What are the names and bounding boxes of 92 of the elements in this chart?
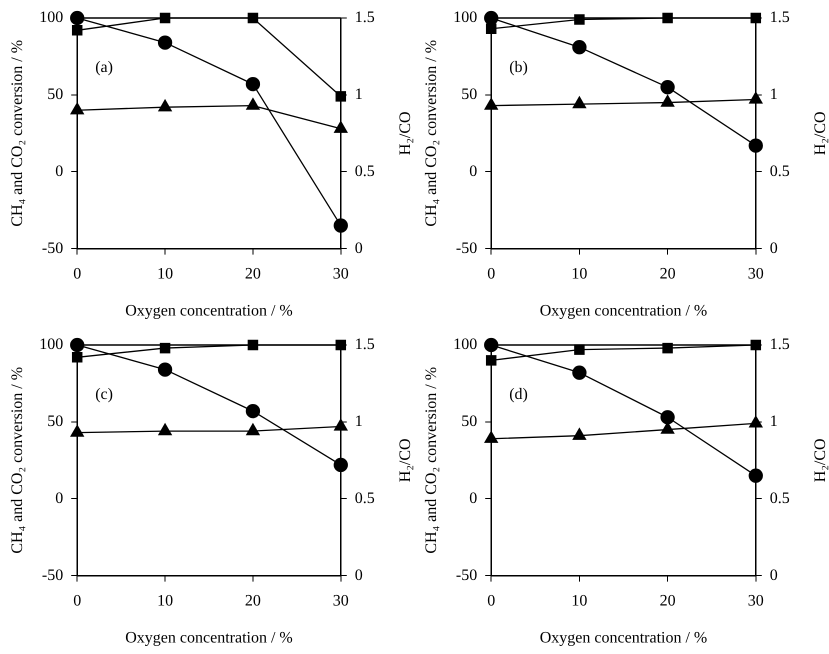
y2-tick-label: 0: [770, 240, 778, 257]
point: [484, 10, 498, 26]
y2-tick-label: 0.5: [770, 490, 790, 507]
x-tick-label: 30: [748, 265, 764, 282]
y-tick-label: 50: [461, 413, 478, 430]
x-tick-label: 20: [660, 265, 676, 282]
annotation: (d): [509, 386, 528, 404]
point: [72, 25, 82, 36]
x-tick-label: 0: [73, 265, 82, 282]
y2-tick-label: 1: [354, 86, 363, 104]
y2-tick-label: 1.5: [354, 336, 375, 354]
y2-tick-label: 0: [770, 566, 778, 584]
point: [246, 76, 260, 92]
annotation: (c): [95, 386, 113, 404]
point: [334, 458, 348, 472]
point: [246, 404, 260, 418]
y2-axis-title: H₂/CO: [812, 438, 829, 482]
y-tick-label: -50: [456, 240, 478, 257]
y2-axis-title: H₂/CO: [812, 111, 829, 156]
point: [486, 24, 496, 34]
point: [572, 428, 586, 440]
point: [246, 98, 260, 110]
y-tick-label: 50: [461, 86, 478, 104]
y-axis-title: CH₄ and CO₂ conversion / %: [8, 366, 26, 554]
point: [572, 366, 587, 380]
y2-tick-label: 1: [354, 413, 363, 430]
y-tick-label: 100: [39, 9, 64, 26]
y2-tick-label: 1.5: [770, 9, 790, 26]
y-axis-title: CH₄ and CO₂ conversion / %: [8, 40, 26, 227]
point: [748, 138, 763, 153]
y2-tick-label: 1.5: [770, 336, 790, 354]
y-tick-label: 0: [469, 490, 478, 507]
point: [484, 431, 498, 443]
x-tick-label: 20: [244, 265, 261, 282]
y-tick-label: 50: [47, 86, 64, 104]
y-tick-label: -50: [42, 566, 64, 584]
y-tick-label: 50: [47, 413, 64, 430]
x-tick-label: 10: [157, 592, 174, 610]
y2-tick-label: 1.5: [354, 9, 375, 26]
point: [748, 468, 763, 483]
y-axis-title: CH₄ and CO₂ conversion / %: [422, 40, 440, 227]
x-tick-label: 30: [748, 592, 764, 610]
y2-axis-title: H₂/CO: [397, 438, 414, 482]
y2-tick-label: 0.5: [354, 490, 375, 507]
x-tick-label: 10: [157, 265, 174, 282]
y2-tick-label: 1: [770, 86, 778, 104]
point: [336, 91, 346, 102]
point: [72, 352, 82, 363]
y2-tick-label: 1: [770, 413, 778, 430]
y-tick-label: 100: [453, 336, 478, 354]
annotation: (a): [95, 59, 113, 76]
y-tick-label: 0: [55, 490, 64, 507]
x-tick-label: 10: [571, 592, 588, 610]
x-tick-label: 20: [244, 592, 261, 610]
x-axis-title: Oxygen concentration / %: [540, 630, 708, 647]
point: [484, 338, 498, 352]
x-axis-title: Oxygen concentration / %: [125, 630, 293, 647]
x-tick-label: 10: [571, 265, 588, 282]
x-tick-label: 30: [332, 265, 349, 282]
y-tick-label: 0: [469, 162, 478, 180]
x-tick-label: 30: [332, 592, 349, 610]
point: [70, 10, 84, 26]
y-tick-label: 100: [39, 336, 64, 354]
y2-tick-label: 0.5: [770, 162, 790, 180]
x-axis-title: Oxygen concentration / %: [540, 302, 708, 320]
y2-tick-label: 0: [354, 240, 363, 257]
x-tick-label: 0: [73, 592, 82, 610]
point: [70, 338, 84, 352]
y-tick-label: 100: [453, 9, 478, 26]
point: [660, 80, 675, 94]
point: [70, 102, 84, 114]
y2-tick-label: 0: [354, 566, 363, 584]
point: [158, 362, 172, 377]
point: [334, 218, 348, 233]
x-tick-label: 20: [660, 592, 676, 610]
x-tick-label: 0: [487, 265, 496, 282]
x-tick-label: 0: [487, 592, 496, 610]
point: [486, 355, 496, 366]
point: [158, 100, 172, 112]
y-tick-label: -50: [42, 240, 64, 257]
y2-axis-title: H₂/CO: [397, 111, 414, 156]
point: [572, 40, 587, 54]
point: [749, 416, 763, 428]
y-axis-title: CH₄ and CO₂ conversion / %: [422, 366, 440, 554]
point: [158, 35, 172, 50]
y2-tick-label: 0.5: [354, 162, 375, 180]
y-tick-label: 0: [55, 162, 64, 180]
point: [660, 410, 675, 424]
annotation: (b): [509, 59, 528, 76]
point: [334, 121, 348, 133]
x-axis-title: Oxygen concentration / %: [125, 302, 293, 320]
y-tick-label: -50: [456, 566, 478, 584]
